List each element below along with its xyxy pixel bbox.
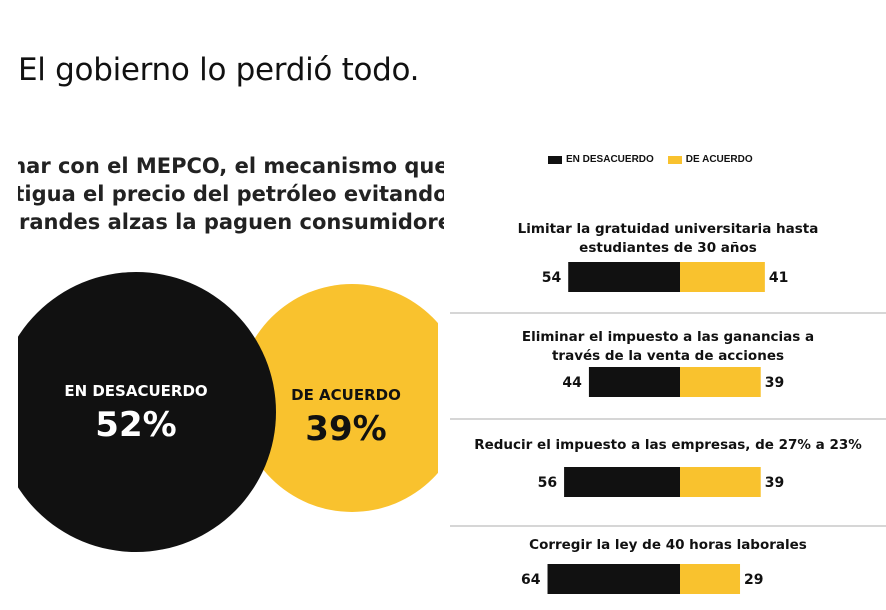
bar-acuerdo-2 <box>680 367 761 397</box>
question-label-2: Eliminar el impuesto a las ganancias a t… <box>450 328 886 366</box>
legend-item-acuerdo: DE ACUERDO <box>667 154 753 165</box>
bar-acuerdo-4 <box>680 564 741 594</box>
opinion-circles: EN DESACUERDO 52% DE ACUERDO 39% <box>18 272 438 552</box>
desacuerdo-circle <box>18 272 276 552</box>
legend-swatch-acuerdo <box>667 155 682 164</box>
question-2-line-1: Eliminar el impuesto a las ganancias a <box>521 329 815 345</box>
legend-swatch-desacuerdo <box>548 155 562 164</box>
legend-label-acuerdo: DE ACUERDO <box>685 154 753 165</box>
headline-line-3: grandes alzas la paguen consumidores <box>18 210 444 234</box>
desacuerdo-label: EN DESACUERDO <box>64 382 207 400</box>
post-title: El gobierno lo perdió todo. <box>18 52 420 88</box>
divider-2 <box>450 418 886 420</box>
bar-desacuerdo-1 <box>568 262 680 292</box>
acuerdo-label: DE ACUERDO <box>291 386 401 404</box>
desacuerdo-value: 52% <box>95 405 176 445</box>
bar-desacuerdo-3 <box>564 467 680 497</box>
bar-desacuerdo-4 <box>547 564 680 594</box>
bar-label-desacuerdo-1: 54 <box>542 270 562 286</box>
bar-label-desacuerdo-2: 44 <box>562 375 582 391</box>
acuerdo-circle <box>238 284 438 512</box>
question-2-line-2: través de la venta de acciones <box>551 348 785 364</box>
bar-label-acuerdo-3: 39 <box>765 475 784 491</box>
question-1-line-2: estudiantes de 30 años <box>579 240 757 256</box>
question-label-4: Corregir la ley de 40 horas laborales <box>450 536 886 555</box>
question-label-1: Limitar la gratuidad universitaria hasta… <box>450 220 886 258</box>
bar-label-acuerdo-4: 29 <box>744 572 763 588</box>
bar-acuerdo-3 <box>680 467 761 497</box>
question-3-line-1: Reducir el impuesto a las empresas, de 2… <box>474 437 862 453</box>
legend-item-desacuerdo: EN DESACUERDO <box>548 154 654 165</box>
legend-label-desacuerdo: EN DESACUERDO <box>566 154 654 165</box>
headline-line-2: rtigua el precio del petróleo evitando <box>18 182 444 206</box>
bar-acuerdo-1 <box>680 262 765 292</box>
question-label-3: Reducir el impuesto a las empresas, de 2… <box>450 436 886 455</box>
question-1-line-1: Limitar la gratuidad universitaria hasta <box>517 221 819 237</box>
pie-chart-headline: inar con el MEPCO, el mecanismo que rtig… <box>18 152 444 236</box>
stacked-bar-chart: 54 41 44 39 56 39 64 29 <box>521 262 788 594</box>
bar-label-desacuerdo-4: 64 <box>521 572 541 588</box>
bar-label-acuerdo-2: 39 <box>765 375 784 391</box>
bar-label-desacuerdo-3: 56 <box>538 475 557 491</box>
bar-chart-legend: EN DESACUERDO DE ACUERDO <box>548 154 767 165</box>
acuerdo-value: 39% <box>305 409 386 449</box>
bar-desacuerdo-2 <box>588 367 680 397</box>
bar-label-acuerdo-1: 41 <box>769 270 788 286</box>
headline-line-1: inar con el MEPCO, el mecanismo que <box>18 154 444 178</box>
divider-1 <box>450 312 886 314</box>
divider-3 <box>450 525 886 527</box>
infographic: inar con el MEPCO, el mecanismo que rtig… <box>18 122 886 610</box>
question-4-line-1: Corregir la ley de 40 horas laborales <box>529 537 807 553</box>
